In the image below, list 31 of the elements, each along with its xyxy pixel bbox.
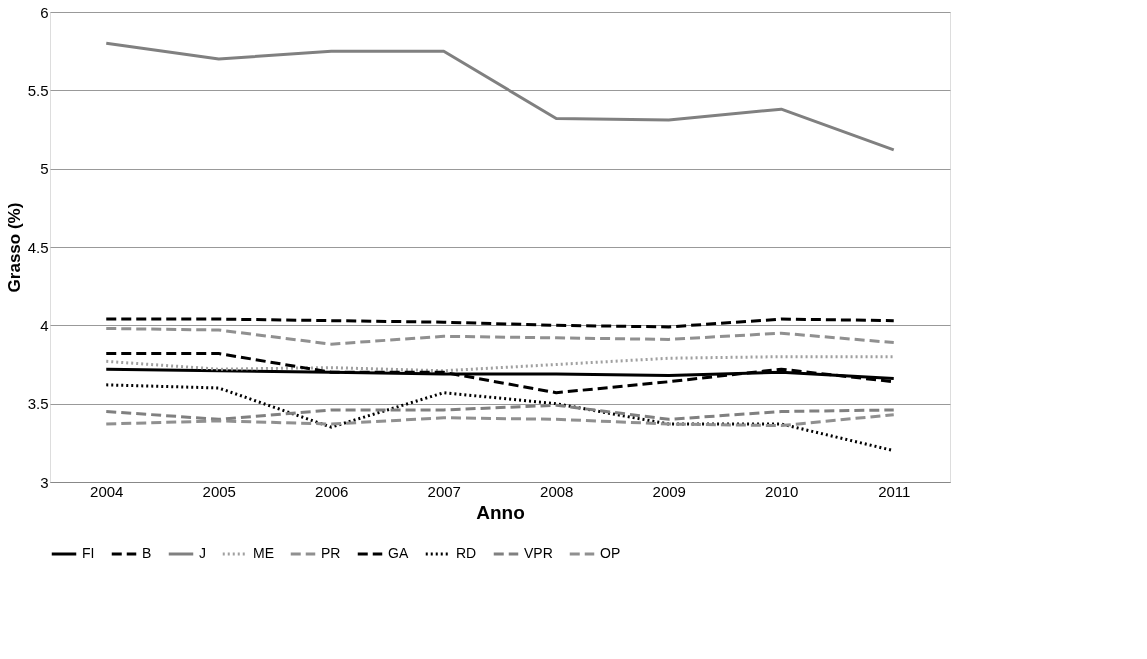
y-tick-label: 4 xyxy=(40,316,49,334)
x-tick-label: 2008 xyxy=(540,482,574,500)
line-series xyxy=(104,355,896,373)
x-axis-title: Anno xyxy=(476,501,525,523)
y-tick-label: 3.5 xyxy=(27,395,49,413)
x-tick-label: 2010 xyxy=(765,482,799,500)
x-tick-label: 2006 xyxy=(315,482,349,500)
y-tick-label: 6 xyxy=(40,3,49,21)
y-tick-label: 5.5 xyxy=(27,81,49,99)
x-tick-label: 2005 xyxy=(202,482,236,500)
x-tick-label: 2009 xyxy=(652,482,686,500)
y-tick-label: 5 xyxy=(40,160,49,178)
legend-label: B xyxy=(142,545,152,561)
y-axis-title: Grasso (%) xyxy=(4,202,24,293)
legend-label: ME xyxy=(253,545,274,561)
line-series xyxy=(104,41,896,152)
line-series xyxy=(104,413,896,428)
x-tick-label: 2011 xyxy=(878,482,911,500)
x-tick-label: 2004 xyxy=(90,482,124,500)
legend-label: OP xyxy=(600,545,621,561)
legend-label: RD xyxy=(456,545,477,561)
legend-label: FI xyxy=(82,545,95,561)
legend-label: PR xyxy=(321,545,341,561)
line-series xyxy=(104,317,896,329)
legend-label: GA xyxy=(388,545,409,561)
y-tick-label: 4.5 xyxy=(27,238,49,256)
legend-label: VPR xyxy=(524,545,553,561)
legend-label: J xyxy=(199,545,206,561)
x-tick-label: 2007 xyxy=(427,482,461,500)
line-series xyxy=(104,403,896,421)
y-tick-label: 3 xyxy=(40,473,49,491)
